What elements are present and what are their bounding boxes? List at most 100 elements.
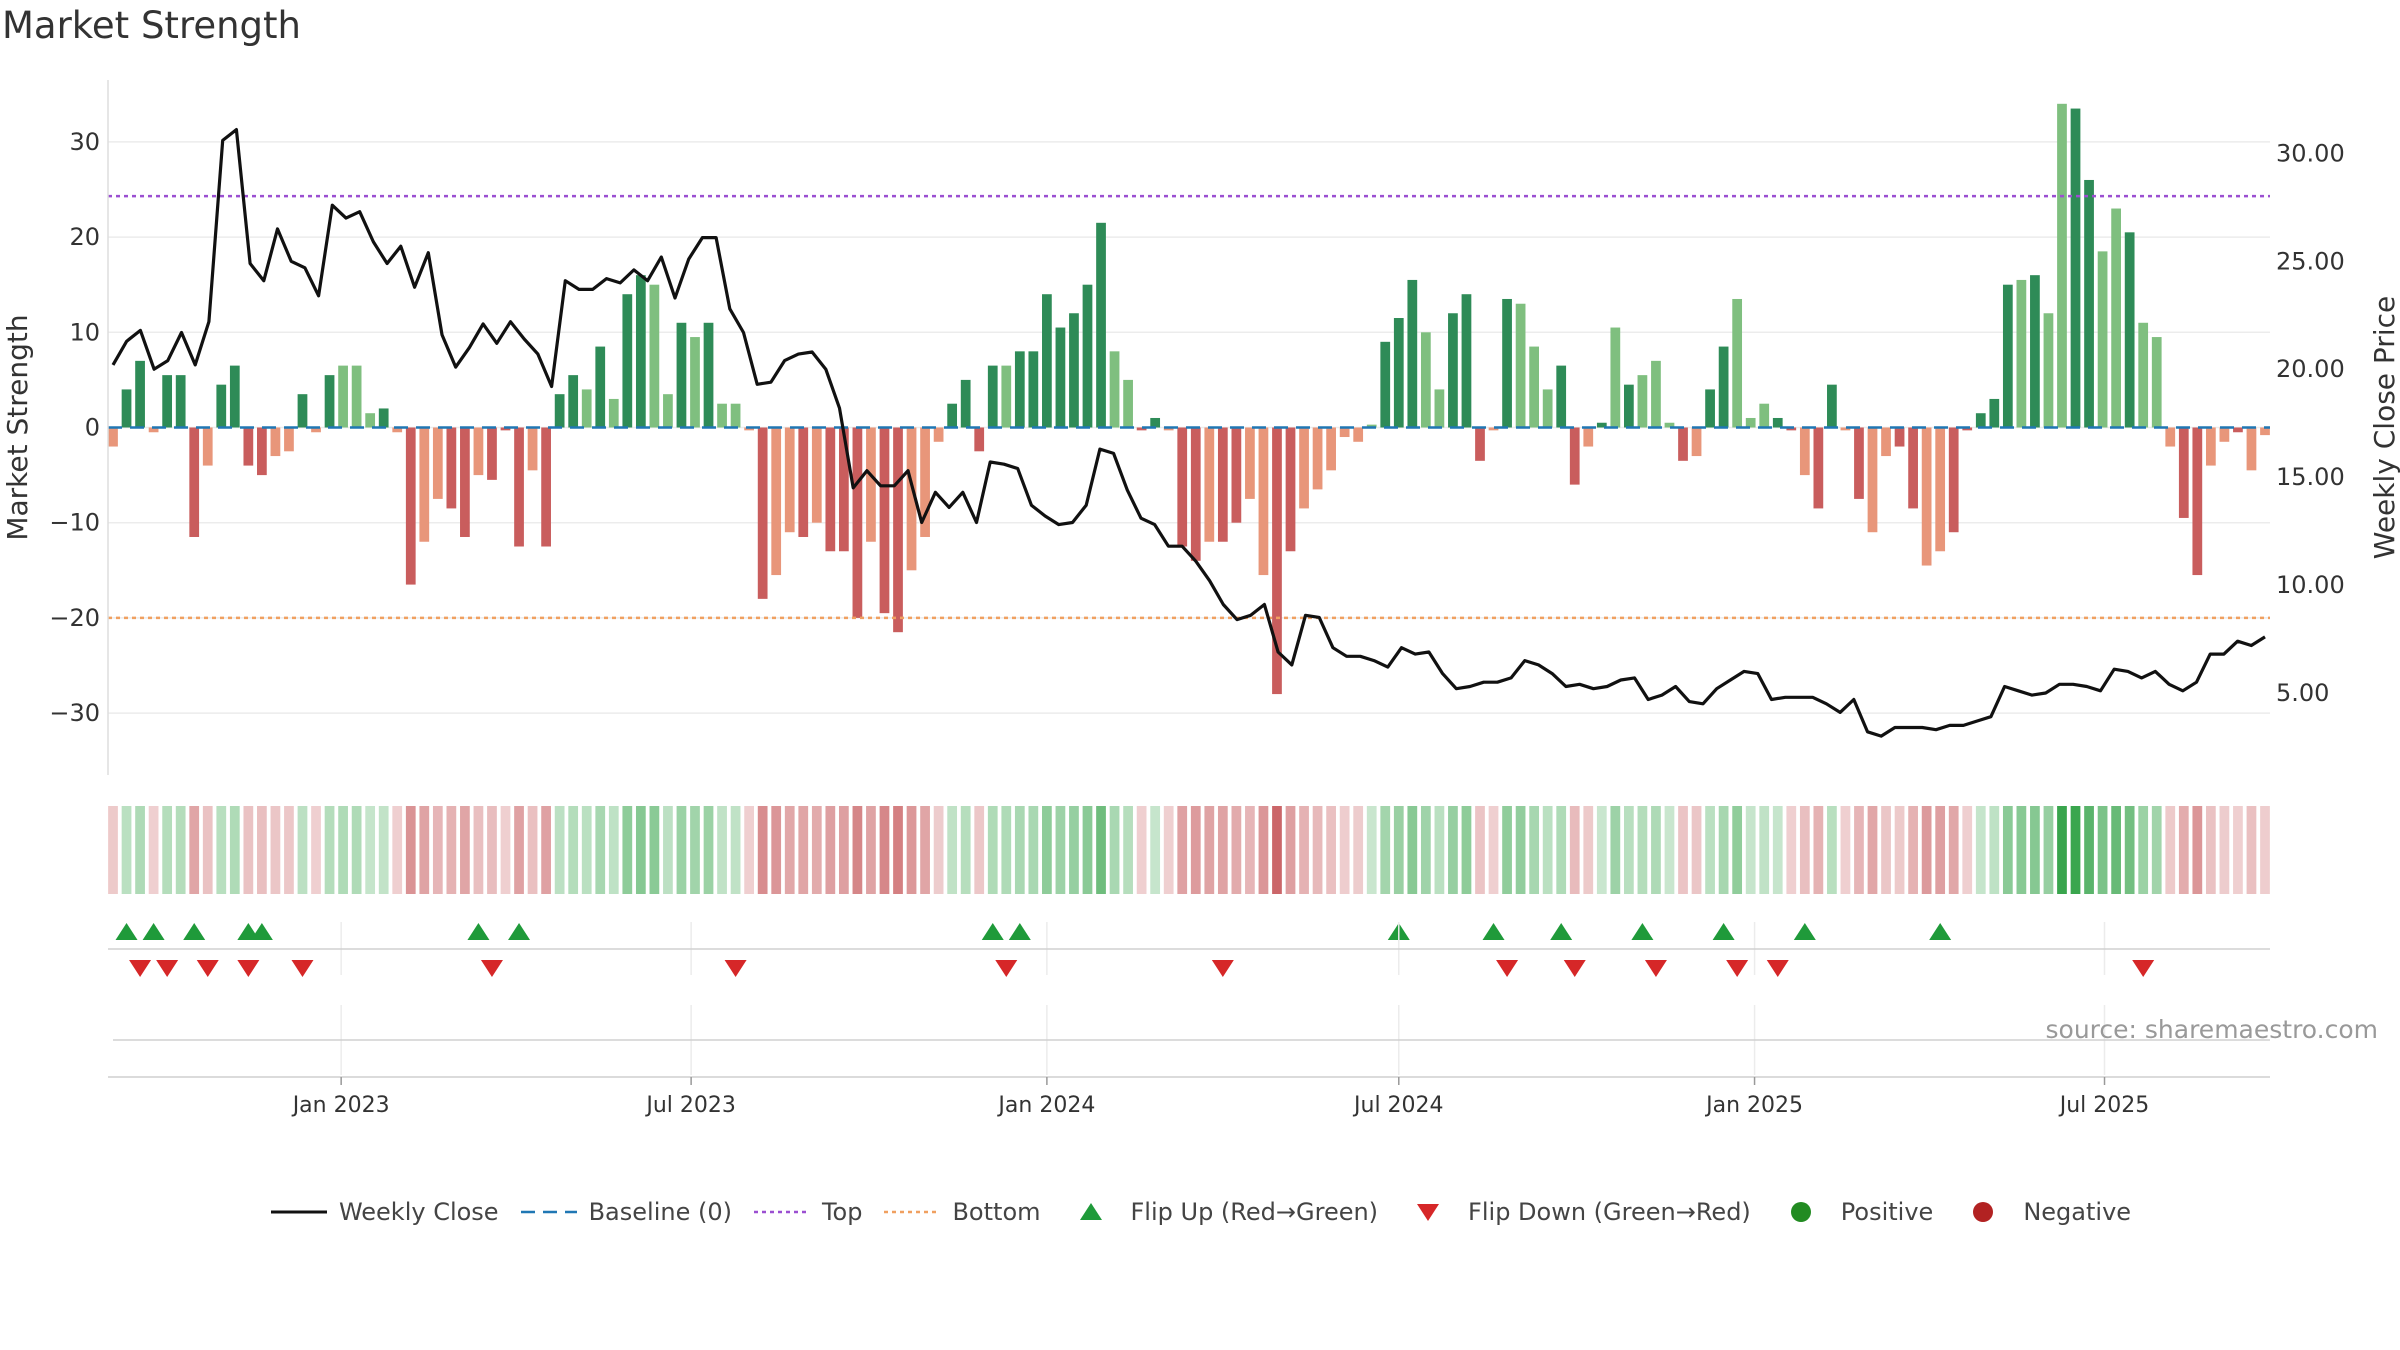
heat-cell (2219, 806, 2230, 894)
right-tick-label: 20.00 (2276, 355, 2345, 383)
heat-cell (825, 806, 836, 894)
strength-bar (216, 384, 227, 428)
strength-bar (1732, 298, 1743, 428)
heat-cell (2233, 806, 2243, 894)
strength-bar (663, 394, 673, 428)
strength-bar (1637, 375, 1648, 428)
strength-bar (920, 427, 930, 537)
legend-item-flip_up: Flip Up (Red→Green) (1061, 1198, 1379, 1226)
strength-bar (1813, 427, 1824, 509)
strength-bar (1678, 427, 1688, 461)
heat-cell (338, 806, 348, 894)
heat-cell (1556, 806, 1567, 894)
heat-cell (1962, 806, 1973, 894)
heat-cell (1042, 806, 1052, 894)
heat-cell (487, 806, 497, 894)
heat-cell (1393, 806, 1404, 894)
strength-bar (717, 403, 727, 428)
strength-bar (784, 427, 795, 533)
strength-bar (1190, 427, 1201, 561)
date-tick-label: Jul 2024 (1352, 1093, 1444, 1118)
legend-label: Flip Up (Red→Green) (1130, 1198, 1379, 1226)
strength-bar (622, 294, 633, 428)
strength-bar (595, 346, 606, 428)
strength-bar (1705, 389, 1715, 428)
heat-cell (1624, 806, 1634, 894)
strength-bar (1461, 294, 1472, 428)
heat-cell (1827, 806, 1837, 894)
strength-bar (311, 427, 321, 433)
strength-bar (2246, 427, 2257, 471)
heat-cell (1434, 806, 1445, 894)
heat-cell (121, 806, 132, 894)
left-tick-label: −20 (49, 604, 100, 632)
strength-bar (1935, 427, 1946, 552)
heat-cell (1448, 806, 1458, 894)
strength-bar (175, 375, 186, 428)
heat-cell (378, 806, 389, 894)
heat-cell (541, 806, 551, 894)
flip-up-marker (142, 923, 165, 940)
right-tick-label: 30.00 (2276, 139, 2345, 167)
heat-cell (1921, 806, 1932, 894)
strength-bar (108, 427, 118, 447)
strength-bar (2070, 108, 2081, 428)
heat-cell (838, 806, 849, 894)
heat-cell (852, 806, 863, 894)
strength-bar (1366, 424, 1377, 428)
strength-bar (460, 427, 470, 537)
legend-item-positive: Positive (1771, 1198, 1934, 1226)
heat-cell (1772, 806, 1783, 894)
heat-cell (866, 806, 876, 894)
heat-cell (663, 806, 673, 894)
strength-bar (446, 427, 457, 509)
heat-cell (216, 806, 227, 894)
left-tick-label: 10 (69, 318, 100, 346)
strength-bar (392, 427, 403, 433)
strength-bar (744, 427, 754, 431)
strength-bar (1299, 427, 1309, 509)
heat-cell (1150, 806, 1161, 894)
heat-cell (635, 806, 646, 894)
heat-cell (2178, 806, 2189, 894)
heat-cell (960, 806, 971, 894)
legend-label: Baseline (0) (588, 1198, 732, 1226)
heat-cell (690, 806, 700, 894)
flip-down-marker (156, 960, 179, 977)
strength-bar (1272, 427, 1282, 695)
heat-cell (703, 806, 714, 894)
heat-cell (1664, 806, 1675, 894)
bottom-legend-symbol (884, 1210, 941, 1214)
left-tick-label: 0 (85, 414, 100, 442)
legend-item-negative: Negative (1953, 1198, 2131, 1226)
heat-cell (1069, 806, 1079, 894)
strength-bar (2084, 179, 2094, 428)
heat-cell (1217, 806, 1228, 894)
flip-up-marker (1712, 923, 1735, 940)
flip_down-legend-symbol (1417, 1204, 1440, 1221)
heat-cell (1799, 806, 1810, 894)
heat-cell (947, 806, 958, 894)
heat-cell (1975, 806, 1986, 894)
flip-up-marker (1793, 923, 1816, 940)
heat-cell (135, 806, 145, 894)
heat-cell (879, 806, 890, 894)
heat-cell (1854, 806, 1864, 894)
strength-bar (1014, 351, 1025, 428)
legend-label: Positive (1840, 1198, 1934, 1226)
heat-cell (2151, 806, 2162, 894)
heat-cell (162, 806, 173, 894)
strength-bar (852, 427, 863, 618)
strength-bar (1163, 427, 1174, 431)
heat-cell (148, 806, 159, 894)
right-tick-label: 25.00 (2276, 247, 2345, 275)
left-tick-label: −30 (49, 699, 100, 727)
heat-cell (1475, 806, 1485, 894)
heat-cell (1014, 806, 1025, 894)
flip-down-marker (2132, 960, 2155, 977)
strength-bar (135, 360, 145, 428)
strength-bar (2178, 427, 2189, 518)
left-axis-label: Market Strength (1, 314, 34, 540)
legend-label: Bottom (952, 1198, 1041, 1226)
heat-cell (1123, 806, 1133, 894)
